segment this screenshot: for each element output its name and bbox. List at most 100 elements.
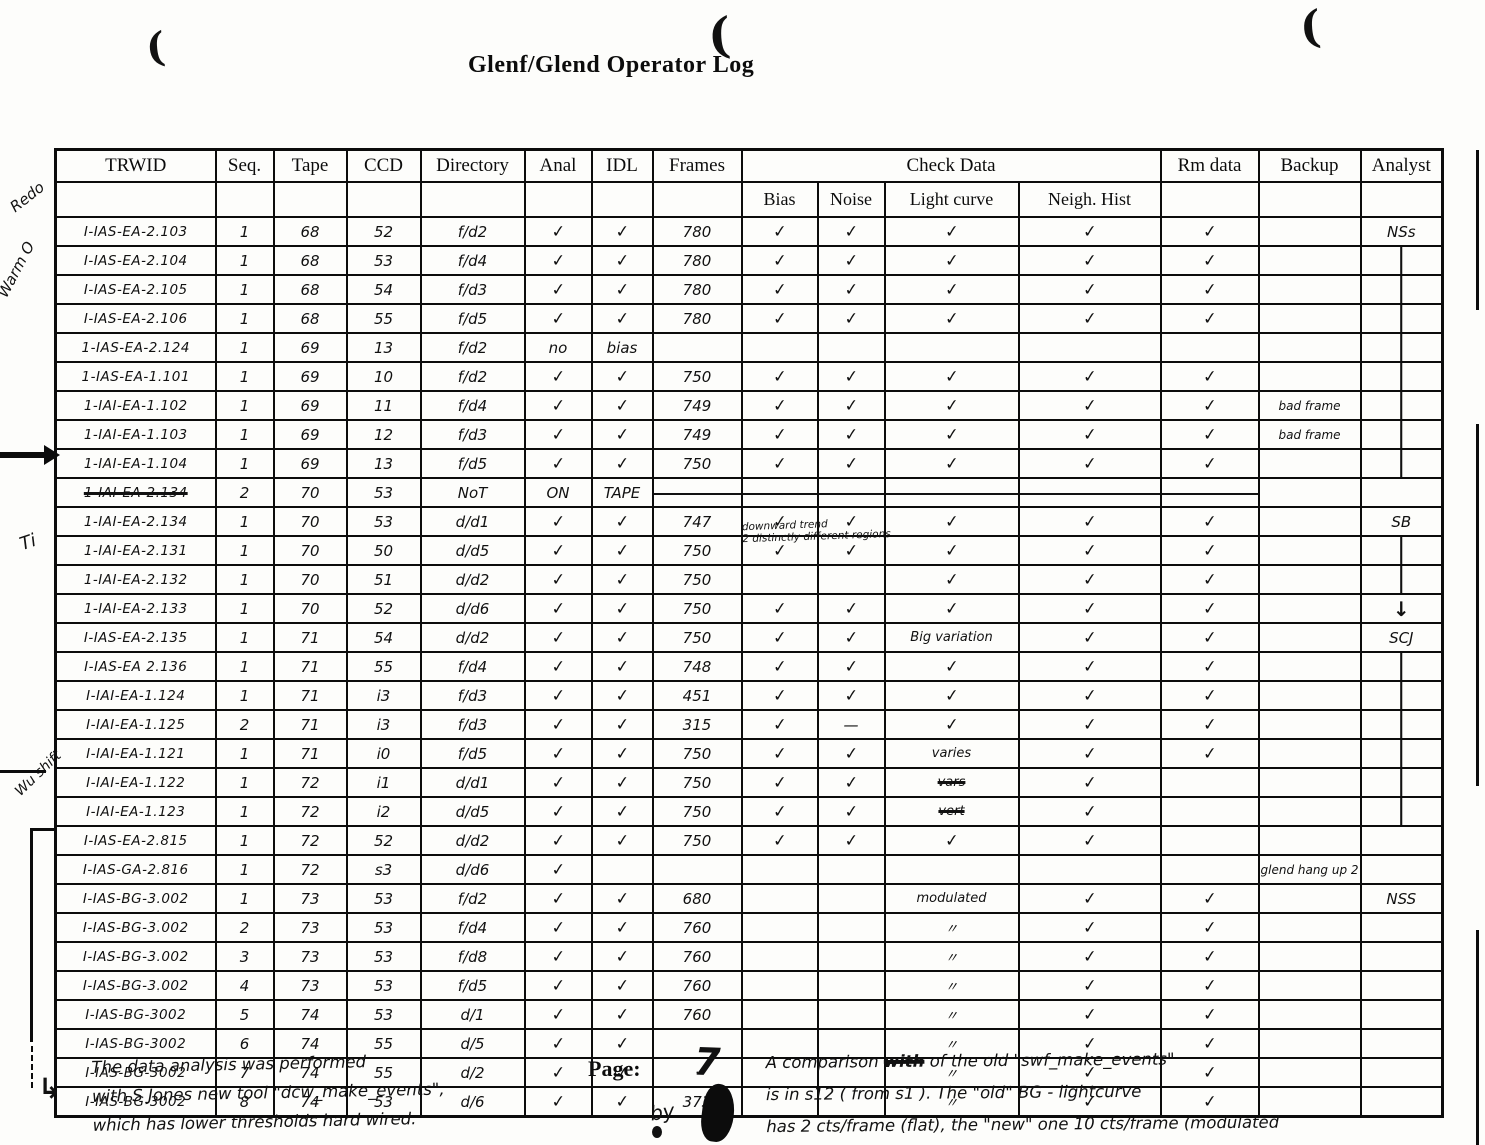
cell-analyst: │ (1359, 738, 1444, 769)
cell-ccd: i2 (345, 796, 422, 827)
cell-backup (1257, 1028, 1362, 1059)
table-row: I-IAS-EA 2.136 1 71 55 f/d4 ✓ ✓ 748 ✓ ✓ ✓ ✓ ✓ │ (54, 647, 1444, 686)
cell-idl: bias (590, 332, 654, 363)
cell-ccd: 55 (345, 1028, 422, 1059)
table-row: I-IAS-EA-2.815 1 72 52 d/d2 ✓ ✓ 750 ✓ ✓ ✓ ✓ (54, 821, 1444, 860)
cell-trwid: I-IAS-BG-3002 (54, 1086, 217, 1118)
cell-tape: 72 (272, 854, 348, 885)
cell-idl: ✓ (590, 823, 654, 858)
cell-analyst: │ (1359, 680, 1444, 711)
cell-idl: ✓ (590, 707, 654, 742)
cell-backup (1257, 245, 1362, 276)
cell-backup (1257, 999, 1362, 1030)
cell-seq: 1 (214, 245, 275, 276)
cell-dir: d/5 (419, 1028, 526, 1059)
header-row-2: Bias Noise Light curve Neigh. Hist (54, 181, 1444, 218)
cell-backup (1257, 709, 1362, 740)
cell-dir: f/d5 (419, 738, 526, 769)
empty-header (651, 181, 743, 218)
cell-rm (1159, 767, 1260, 798)
col-header-analyst: Analyst (1359, 148, 1444, 183)
cell-rm: ✓ (1159, 300, 1260, 337)
cell-analyst (1359, 477, 1444, 508)
cell-analyst: NSs (1359, 216, 1444, 247)
cell-ccd: 53 (345, 970, 422, 1001)
cell-tape: 71 (272, 709, 348, 740)
cell-dir: f/d5 (419, 970, 526, 1001)
cell-analyst: │ (1359, 564, 1444, 595)
col-header-seq: Seq. (214, 148, 275, 183)
cell-frames: 749 (651, 419, 743, 450)
cell-seq: 1 (214, 593, 275, 624)
cell-dir: d/d1 (419, 767, 526, 798)
cell-trwid: 1-IAI-EA-2.134 (54, 506, 217, 537)
cell-idl: ✓ (590, 504, 654, 539)
cell-dir: d/d6 (419, 854, 526, 885)
cell-idl: ✓ (590, 214, 654, 249)
cell-analyst (1359, 999, 1444, 1030)
cell-tape: 74 (272, 1057, 348, 1088)
cell-frames: 760 (651, 912, 743, 943)
table-row: I-IAI-EA-1.123 1 72 i2 d/d5 ✓ ✓ 750 ✓ ✓ vert ✓ │ (54, 792, 1444, 831)
cell-trwid: I-IAS-GA-2.816 (54, 854, 217, 885)
cell-ccd: 51 (345, 564, 422, 595)
cell-ccd: i3 (345, 709, 422, 740)
cell-noise: ✓ (816, 301, 886, 336)
cell-frames: 315 (651, 709, 743, 740)
table-row: I-IAS-BG-3.002 4 73 53 f/d5 ✓ ✓ 760 〃 ✓ ✓ (54, 966, 1444, 1005)
cell-dir: d/1 (419, 999, 526, 1030)
page-number: 7 (693, 1039, 722, 1085)
cell-tape: 69 (272, 332, 348, 363)
cell-dir: d/d5 (419, 535, 526, 566)
curve-arrow-icon: ↳ (38, 1072, 62, 1105)
cell-ccd: 53 (345, 883, 422, 914)
cell-trwid: I-IAI-EA-1.125 (54, 709, 217, 740)
cell-dir: f/d4 (419, 912, 526, 943)
cell-ccd: 12 (345, 419, 422, 450)
cell-tape: 68 (272, 274, 348, 305)
cell-rm (1159, 825, 1260, 856)
cell-idl: ✓ (590, 533, 654, 568)
cell-seq: 1 (214, 361, 275, 392)
margin-note-warm: Warm O (0, 238, 39, 301)
cell-seq: 1 (214, 796, 275, 827)
cell-tape: 73 (272, 941, 348, 972)
cell-rm (1159, 796, 1260, 827)
cell-dir: f/d3 (419, 680, 526, 711)
cell-idl: TAPE (590, 477, 654, 508)
cell-seq: 6 (214, 1028, 275, 1059)
cell-backup (1257, 332, 1362, 363)
cell-backup (1257, 941, 1362, 972)
table-row: 1-IAI-EA-2.134 1 70 53 d/d1 ✓ ✓ 747 ✓ ✓ ✓ ✓ ✓ SB (54, 502, 1444, 541)
table-row: I-IAS-BG-3002 7 74 55 d/2 ✓ ✓ · 〃 ✓ ✓ (54, 1053, 1444, 1092)
cell-idl: ✓ (590, 1084, 654, 1119)
cell-idl: ✓ (590, 736, 654, 771)
cell-frames: · (651, 1057, 743, 1088)
cell-seq: 1 (214, 274, 275, 305)
cell-idl: ✓ (590, 939, 654, 974)
cell-noise (816, 912, 886, 943)
cell-nh (1017, 854, 1162, 885)
cell-idl: ✓ (590, 243, 654, 278)
cell-ccd: 13 (345, 448, 422, 479)
cell-seq: 1 (214, 419, 275, 450)
cell-trwid: 1-IAI-EA-2.131 (54, 535, 217, 566)
table-row: I-IAS-GA-2.816 1 72 s3 d/d6 ✓ glend hang up 2 (54, 852, 1444, 887)
cell-ccd: 53 (345, 941, 422, 972)
cell-trwid: 1-IAI-EA-2.134 (54, 477, 217, 508)
row-group-bracket-tail (31, 1046, 33, 1088)
by-scribble: by (648, 1098, 677, 1126)
cell-tape: 70 (272, 506, 348, 537)
ink-dot (652, 1126, 662, 1138)
cell-lc: 〃 (883, 970, 1020, 1001)
cell-noise (816, 883, 886, 914)
cell-ccd: i0 (345, 738, 422, 769)
cell-backup (1257, 796, 1362, 827)
table-row: I-IAI-EA-1.124 1 71 i3 f/d3 ✓ ✓ 451 ✓ ✓ ✓ ✓ ✓ │ (54, 676, 1444, 715)
cell-nh (1017, 332, 1162, 363)
note-line: The data analysis was performed (91, 1052, 367, 1077)
col-header-anal: Anal (523, 148, 593, 183)
cell-lc (883, 332, 1020, 363)
cell-lc: 〃 (883, 1057, 1020, 1088)
cell-noise (816, 332, 886, 363)
